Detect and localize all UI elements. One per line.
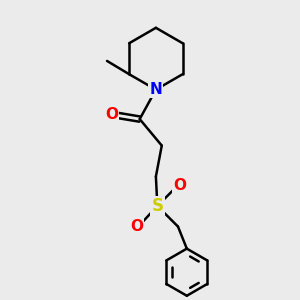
Text: S: S [152,197,164,215]
Text: N: N [149,82,162,97]
Text: O: O [105,107,118,122]
Text: O: O [130,219,143,234]
Text: O: O [173,178,186,193]
